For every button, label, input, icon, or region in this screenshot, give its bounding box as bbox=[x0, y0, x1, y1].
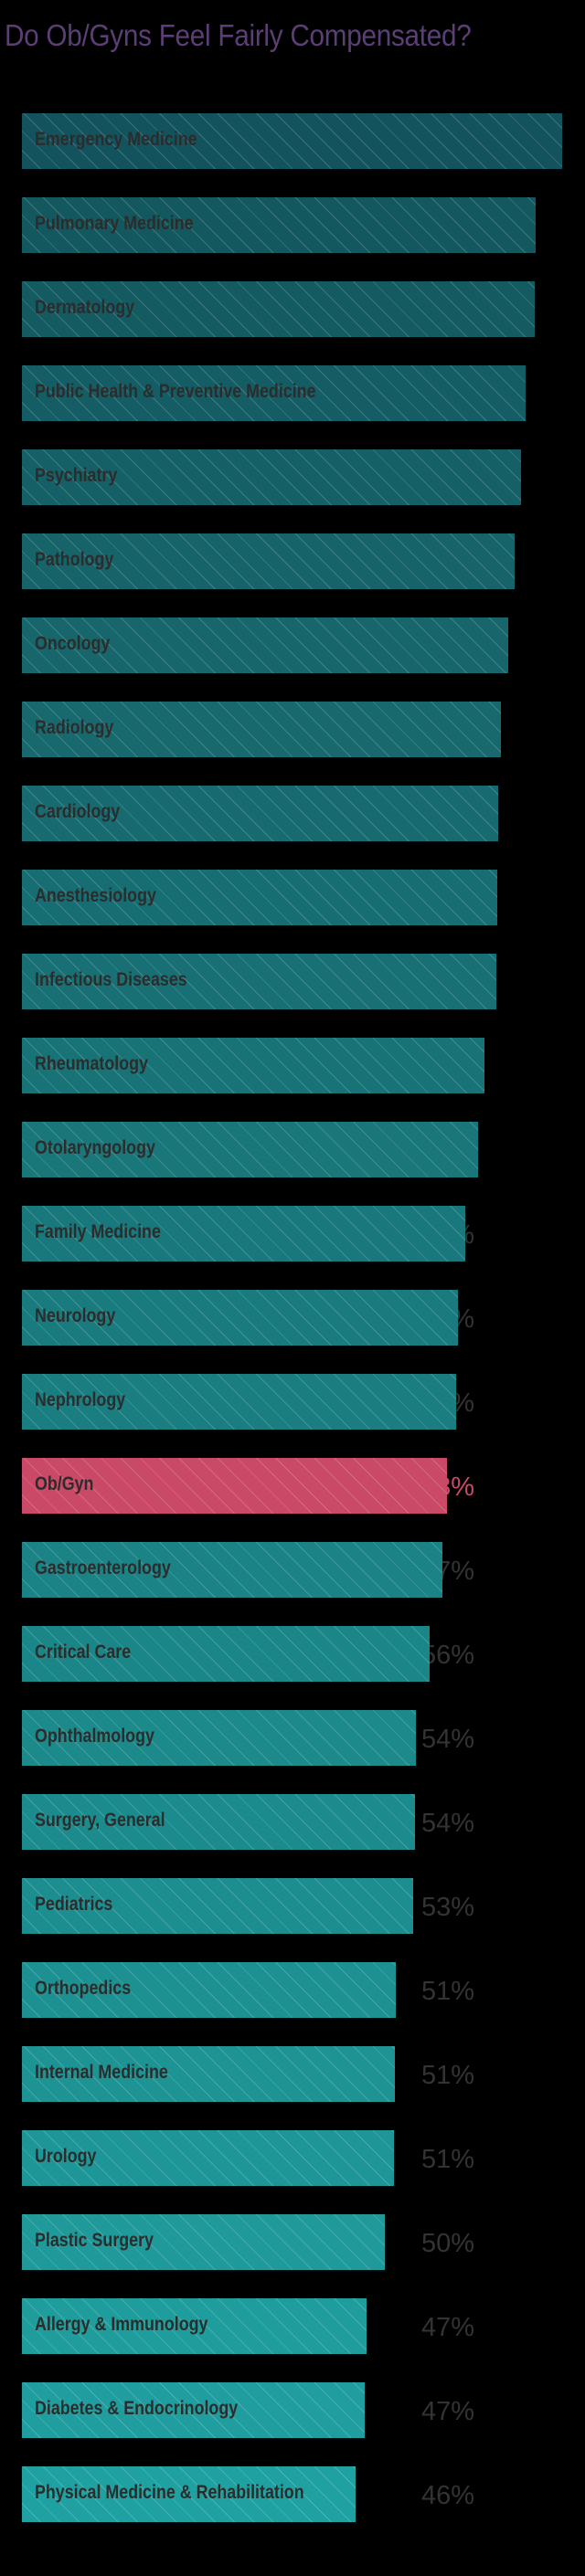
bar-label: Emergency Medicine bbox=[35, 129, 197, 150]
bar-row: 65%Anesthesiology bbox=[22, 870, 570, 925]
bar bbox=[22, 2130, 394, 2186]
bar bbox=[22, 870, 497, 925]
bar-row: 65%Infectious Diseases bbox=[22, 954, 570, 1009]
bar-label: Otolaryngology bbox=[35, 1137, 155, 1158]
bar-row: 69%Public Health & Preventive Medicine bbox=[22, 365, 570, 421]
bar bbox=[22, 1794, 415, 1850]
bar-row: 51% Internal Medicine bbox=[22, 2046, 570, 2102]
bar-label: Public Health & Preventive Medicine bbox=[35, 381, 316, 402]
bar-value: 51% bbox=[420, 1977, 475, 2006]
bar-label: Anesthesiology bbox=[35, 885, 156, 906]
bar-label: Surgery, General bbox=[35, 1810, 165, 1831]
bar-label: Nephrology bbox=[35, 1389, 126, 1410]
bar-row: 70%Pulmonary Medicine bbox=[22, 197, 570, 253]
bar-highlight bbox=[22, 1458, 447, 1514]
bar-label: Psychiatry bbox=[35, 465, 118, 486]
bar-row: 65%Radiology bbox=[22, 702, 570, 757]
bar-value: 46% bbox=[420, 2481, 475, 2510]
bar bbox=[22, 2046, 395, 2102]
bar bbox=[22, 1878, 413, 1934]
bar-row: 47% Diabetes & Endocrinology bbox=[22, 2382, 570, 2438]
bar-row: 46% Physical Medicine & Rehabilitation bbox=[22, 2466, 570, 2522]
bar-value: 54% bbox=[420, 1809, 475, 1838]
bar bbox=[22, 702, 501, 757]
bar-row: 53% Pediatrics bbox=[22, 1878, 570, 1934]
bar bbox=[22, 2382, 365, 2438]
bar bbox=[22, 1122, 478, 1177]
bar-row: 58% Ob/Gyn bbox=[22, 1458, 570, 1514]
bar-label: Oncology bbox=[35, 633, 111, 654]
bar bbox=[22, 618, 508, 673]
bar-row: 57% Gastroenterology bbox=[22, 1542, 570, 1598]
bar-label: Gastroenterology bbox=[35, 1557, 171, 1578]
bar bbox=[22, 1626, 430, 1682]
bar-value: 54% bbox=[420, 1725, 475, 1754]
bar-row: 50% Plastic Surgery bbox=[22, 2214, 570, 2270]
bar bbox=[22, 113, 562, 169]
bar bbox=[22, 2298, 367, 2354]
bar-row: 62%Otolaryngology bbox=[22, 1122, 570, 1177]
bar bbox=[22, 1962, 396, 2018]
bar-value: 47% bbox=[420, 2397, 475, 2426]
bar-row: 67%Pathology bbox=[22, 533, 570, 589]
bar-value: 51% bbox=[420, 2145, 475, 2174]
bar-label: Allergy & Immunology bbox=[35, 2314, 208, 2335]
bar-label: Physical Medicine & Rehabilitation bbox=[35, 2482, 304, 2503]
bar bbox=[22, 533, 515, 589]
bar-value: 56% bbox=[420, 1641, 475, 1670]
bar-row: 51% Orthopedics bbox=[22, 1962, 570, 2018]
bar-label: Ophthalmology bbox=[35, 1726, 154, 1747]
bar-row: 68%Psychiatry bbox=[22, 449, 570, 505]
bar-label: Rheumatology bbox=[35, 1053, 148, 1074]
chart-title: Do Ob/Gyns Feel Fairly Compensated? bbox=[5, 18, 472, 52]
bar bbox=[22, 281, 535, 337]
bar-label: Urology bbox=[35, 2146, 97, 2167]
bar-row: 63%Rheumatology bbox=[22, 1038, 570, 1093]
bar-row: 74%Emergency Medicine bbox=[22, 113, 570, 169]
bar-row: 70%Dermatology bbox=[22, 281, 570, 337]
bar bbox=[22, 786, 498, 841]
bar-row: 47% Allergy & Immunology bbox=[22, 2298, 570, 2354]
bar-label: Family Medicine bbox=[35, 1221, 161, 1242]
bar-label: Ob/Gyn bbox=[35, 1473, 94, 1494]
bar-label: Cardiology bbox=[35, 801, 121, 822]
bar bbox=[22, 2466, 356, 2522]
bar-value: 51% bbox=[420, 2061, 475, 2090]
bar bbox=[22, 1542, 442, 1598]
bar-label: Pathology bbox=[35, 549, 114, 570]
bar-label: Internal Medicine bbox=[35, 2062, 168, 2083]
bar-label: Plastic Surgery bbox=[35, 2230, 154, 2251]
bar-row: 54% Ophthalmology bbox=[22, 1710, 570, 1766]
bar-value: 50% bbox=[420, 2229, 475, 2258]
bar bbox=[22, 2214, 385, 2270]
bar-label: Infectious Diseases bbox=[35, 969, 187, 990]
bar-row: 66%Oncology bbox=[22, 618, 570, 673]
bar-row: 61%Family Medicine bbox=[22, 1206, 570, 1262]
bar-row: 54% Surgery, General bbox=[22, 1794, 570, 1850]
bar bbox=[22, 1710, 416, 1766]
bar-label: Pulmonary Medicine bbox=[35, 213, 194, 234]
bar bbox=[22, 197, 536, 253]
bar bbox=[22, 954, 496, 1009]
bar-label: Critical Care bbox=[35, 1642, 132, 1663]
bar-row: 56% Critical Care bbox=[22, 1626, 570, 1682]
bar-row: 65%Cardiology bbox=[22, 786, 570, 841]
bar bbox=[22, 449, 521, 505]
bar bbox=[22, 1206, 465, 1262]
bar bbox=[22, 365, 526, 421]
bar-label: Pediatrics bbox=[35, 1894, 113, 1915]
bar-row: 51% Urology bbox=[22, 2130, 570, 2186]
bar-label: Neurology bbox=[35, 1305, 116, 1326]
bar-value: 47% bbox=[420, 2313, 475, 2342]
bar-label: Diabetes & Endocrinology bbox=[35, 2398, 239, 2419]
bar bbox=[22, 1038, 484, 1093]
bar-value: 53% bbox=[420, 1893, 475, 1922]
bar bbox=[22, 1290, 458, 1346]
bar-label: Dermatology bbox=[35, 297, 135, 318]
bar-label: Radiology bbox=[35, 717, 114, 738]
bar-row: 59%Nephrology bbox=[22, 1374, 570, 1430]
bar-label: Orthopedics bbox=[35, 1978, 132, 1999]
bar-row: 60%Neurology bbox=[22, 1290, 570, 1346]
bar bbox=[22, 1374, 456, 1430]
